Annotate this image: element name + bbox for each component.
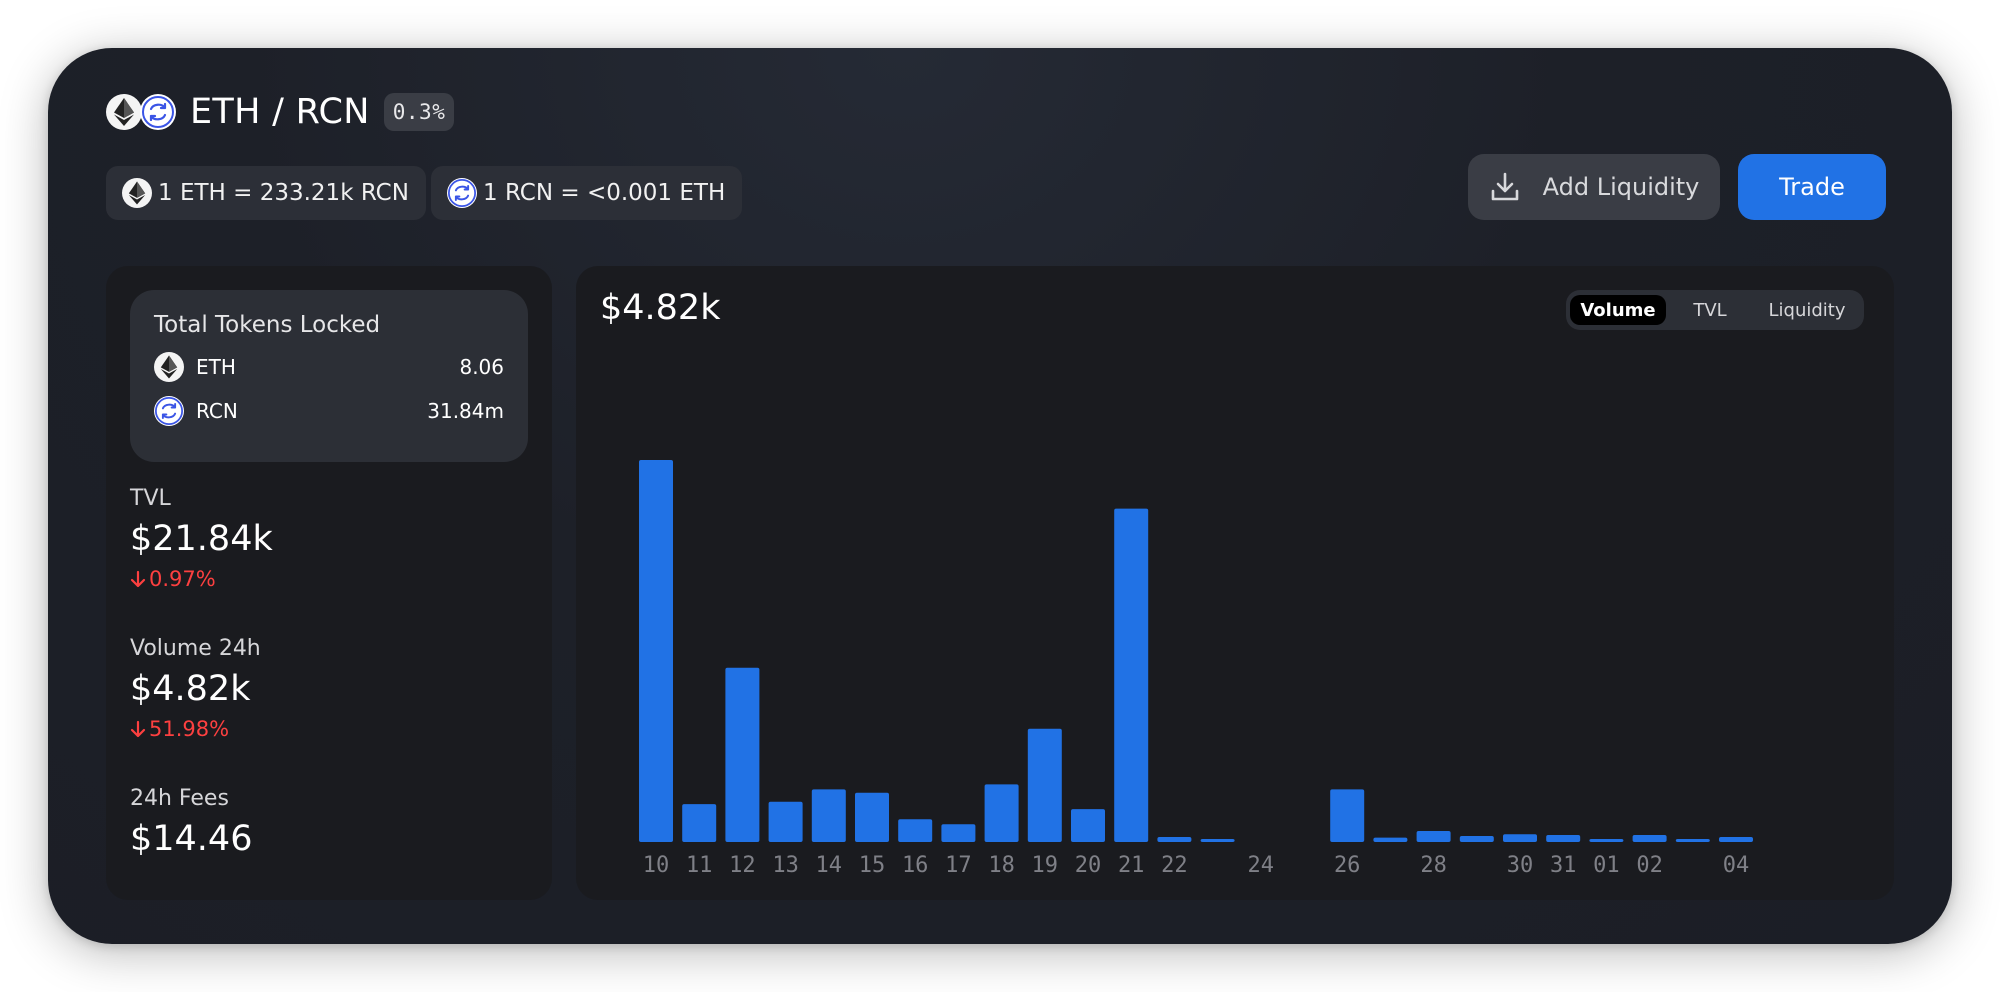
volume-change: 51.98% [130, 717, 261, 741]
x-tick-label: 28 [1420, 853, 1447, 878]
locked-symbol: RCN [196, 399, 238, 423]
x-tick-label: 22 [1161, 853, 1188, 878]
x-tick-label: 19 [1032, 853, 1059, 878]
arrow-down-icon [130, 720, 146, 738]
rcn-price-text: 1 RCN = <0.001 ETH [483, 180, 726, 206]
chart-bar[interactable] [898, 819, 933, 842]
chart-bar[interactable] [1071, 809, 1105, 842]
chart-bar[interactable] [1675, 838, 1710, 842]
eth-price-text: 1 ETH = 233.21k RCN [158, 180, 409, 206]
chart-bar[interactable] [1632, 834, 1667, 842]
tvl-value: $21.84k [130, 519, 273, 559]
tokens-locked-title: Total Tokens Locked [154, 312, 381, 338]
tvl-change-text: 0.97% [149, 567, 216, 591]
x-tick-label: 04 [1723, 853, 1750, 878]
chart-value: $4.82k [600, 288, 721, 328]
eth-icon [122, 178, 152, 208]
chart-bar[interactable] [639, 460, 673, 842]
x-tick-label: 14 [816, 853, 843, 878]
pair-header: ETH / RCN 0.3% [106, 90, 455, 134]
locked-amount: 8.06 [459, 355, 504, 379]
arrow-down-icon [130, 570, 146, 588]
tvl-change: 0.97% [130, 567, 273, 591]
locked-row-rcn: RCN 31.84m [154, 396, 504, 426]
chart-bar[interactable] [1330, 789, 1365, 842]
x-tick-label: 01 [1593, 853, 1620, 878]
chart-bar[interactable] [1027, 728, 1062, 842]
chart-bar[interactable] [1503, 834, 1537, 842]
chart-bar[interactable] [1373, 837, 1408, 842]
tab-tvl[interactable]: TVL [1693, 299, 1727, 321]
tvl-label: TVL [130, 486, 171, 511]
x-tick-label: 11 [686, 853, 713, 878]
rcn-price-chip[interactable]: 1 RCN = <0.001 ETH [431, 166, 743, 220]
volume-label: Volume 24h [130, 636, 261, 661]
chart-bar[interactable] [1546, 834, 1581, 842]
chart-bar[interactable] [1459, 835, 1494, 842]
x-tick-label: 15 [859, 853, 886, 878]
x-tick-label: 31 [1550, 853, 1577, 878]
trade-label: Trade [1779, 173, 1845, 201]
trade-button[interactable]: Trade [1738, 154, 1886, 220]
x-tick-label: 18 [988, 853, 1015, 878]
add-liquidity-label: Add Liquidity [1542, 173, 1700, 201]
x-tick-label: 17 [945, 853, 972, 878]
volume-bar-chart[interactable]: 10 11 12 13 14 15 16 17 18 19 20 21 22 24 26 28 30 31 01 02… [576, 266, 1894, 900]
x-tick-label: 24 [1248, 853, 1275, 878]
eth-icon [154, 352, 184, 382]
eth-icon [106, 94, 142, 130]
volume-value: $4.82k [130, 669, 251, 709]
pool-stats-panel: Total Tokens Locked ETH 8.06 RCN 31.84m … [106, 266, 552, 900]
chart-bar[interactable] [811, 789, 846, 842]
chart-type-toggle: Volume TVL Liquidity [1566, 290, 1864, 330]
chart-bar[interactable] [1589, 838, 1624, 842]
x-tick-label: 10 [643, 853, 670, 878]
chart-bar[interactable] [1416, 830, 1451, 842]
fees-value: $14.46 [130, 819, 253, 859]
chart-bar[interactable] [1719, 836, 1753, 842]
chart-bar[interactable] [682, 804, 717, 842]
pool-card: ETH / RCN 0.3% 1 ETH = 233.21k RCN 1 RCN… [48, 48, 1952, 944]
locked-row-eth: ETH 8.06 [154, 352, 504, 382]
tab-liquidity[interactable]: Liquidity [1768, 299, 1846, 321]
volume-stat: Volume 24h $4.82k 51.98% [130, 636, 261, 741]
x-tick-label: 12 [729, 853, 756, 878]
chart-bar[interactable] [941, 824, 976, 842]
x-tick-label: 20 [1075, 853, 1102, 878]
chart-bar[interactable] [855, 792, 889, 842]
chart-bar[interactable] [1157, 836, 1192, 842]
x-tick-label: 13 [772, 853, 799, 878]
download-icon [1491, 172, 1518, 201]
fee-tier-badge: 0.3% [383, 93, 455, 131]
volume-change-text: 51.98% [149, 717, 230, 741]
x-tick-label: 30 [1507, 853, 1534, 878]
locked-amount: 31.84m [427, 399, 504, 423]
locked-symbol: ETH [196, 355, 236, 379]
chart-bar[interactable] [725, 667, 760, 842]
rcn-icon [140, 94, 176, 130]
chart-bar[interactable] [1114, 508, 1149, 842]
x-tick-label: 16 [902, 853, 929, 878]
chart-bar[interactable] [1200, 839, 1235, 842]
x-tick-label: 21 [1118, 853, 1145, 878]
rcn-icon [447, 178, 477, 208]
x-tick-label: 26 [1334, 853, 1361, 878]
pair-title: ETH / RCN [190, 92, 370, 132]
fees-label: 24h Fees [130, 786, 229, 811]
rcn-icon [154, 396, 184, 426]
tvl-stat: TVL $21.84k 0.97% [130, 486, 273, 591]
add-liquidity-button[interactable]: Add Liquidity [1468, 154, 1720, 220]
x-tick-label: 02 [1636, 853, 1663, 878]
eth-price-chip[interactable]: 1 ETH = 233.21k RCN [106, 166, 426, 220]
chart-bar[interactable] [984, 784, 1019, 842]
tokens-locked-box: Total Tokens Locked ETH 8.06 RCN 31.84m [130, 290, 528, 462]
fees-stat: 24h Fees $14.46 [130, 786, 252, 859]
tab-volume[interactable]: Volume [1570, 295, 1666, 325]
chart-bar[interactable] [768, 801, 803, 842]
chart-panel: 10 11 12 13 14 15 16 17 18 19 20 21 22 24 26 28 30 31 01 02… [576, 266, 1894, 900]
